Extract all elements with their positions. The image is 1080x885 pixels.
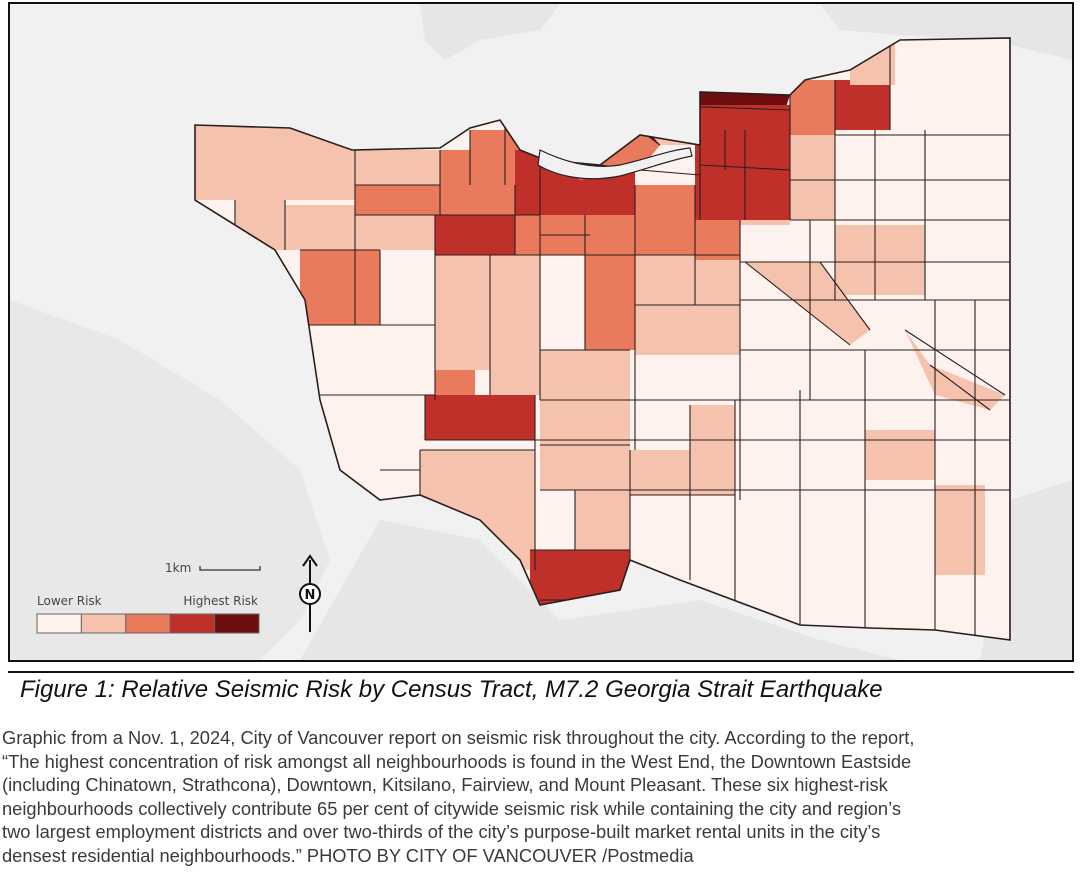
tract-mid-12 [690,405,735,450]
tract-kerrisdale [425,395,535,440]
tract-south-2 [575,490,630,550]
tract-mt-pleasant-w [635,215,695,255]
tract-fairview-2 [540,235,590,255]
tract-dunbar [300,250,380,325]
tract-mid-11 [630,450,735,495]
figure-caption: Figure 1: Relative Seismic Risk by Censu… [20,676,883,703]
description-line: (including Chinatown, Strathcona), Downt… [2,774,888,796]
tract-mid-3 [635,255,695,305]
false-creek-water [537,147,693,180]
tract-kits-4 [440,185,515,215]
tract-mid-5 [635,305,740,355]
scale-label: 1km [165,561,191,575]
legend-swatch-2 [80,613,127,634]
legend-swatch-3 [125,613,171,634]
legend-swatches [36,613,260,634]
description-line: two largest employment districts and ove… [2,821,881,843]
tract-kits-2 [470,130,505,185]
south-land [300,520,900,660]
tract-mid-6 [540,350,630,400]
tract-east-9 [935,485,985,575]
tract-mt-pleasant-e [695,220,740,260]
tract-kits-5 [435,215,515,255]
legend-swatch-4 [169,613,216,634]
tract-kingsway-1 [745,262,870,345]
legend-low-label: Lower Risk [37,594,102,608]
tract-mid-4 [695,260,740,305]
tract-mid-1 [435,255,490,335]
tract-boundaries [234,38,1010,640]
photo-description: Graphic from a Nov. 1, 2024, City of Van… [2,726,1078,868]
north-shore-east-land [820,4,1072,60]
tract-east-8 [865,430,935,480]
description-line: neighbourhoods collectively contribute 6… [2,797,901,819]
north-arrow-icon: N [299,554,321,632]
caption-rule [8,671,1074,673]
legend-high-label: Highest Risk [183,594,258,608]
description-line: densest residential neighbourhoods.” PHO… [2,844,694,866]
seismic-risk-map: 1km N Lower Risk Highest Risk [10,4,1072,660]
tract-fairview-3 [590,215,635,255]
tract-mid-9 [540,400,630,445]
tract-east-7 [835,225,925,295]
tract-cambie [585,255,635,350]
city-boundary [194,37,1011,641]
tract-kingsway-2 [905,330,1005,410]
description-line: Graphic from a Nov. 1, 2024, City of Van… [2,727,915,748]
tract-east-4 [790,135,835,180]
tract-kits-n3 [355,215,435,250]
tract-east-2 [835,80,890,130]
tract-mid-2 [490,255,540,395]
tract-fairview-4 [635,185,695,215]
scale-bar [199,566,261,571]
tract-mid-10 [540,445,630,490]
tract-mid-8 [435,370,475,395]
tract-west-2 [285,205,355,250]
north-shore-land [420,4,560,60]
legend-swatch-1 [36,613,82,634]
tract-mid-7 [435,335,490,370]
tract-east-1 [790,80,835,135]
tract-kits-1 [440,150,470,185]
north-label: N [305,588,316,603]
legend-swatch-5 [214,613,260,634]
map-frame: 1km N Lower Risk Highest Risk [8,2,1074,662]
legend: Lower Risk Highest Risk [36,594,260,634]
description-line: “The highest concentration of risk among… [2,750,912,772]
tract-kits-n2 [355,185,440,215]
tract-kits-6 [515,215,540,255]
tract-east-5 [790,180,835,220]
tract-fairview-1 [540,215,590,235]
tract-kits-n1 [355,150,440,185]
